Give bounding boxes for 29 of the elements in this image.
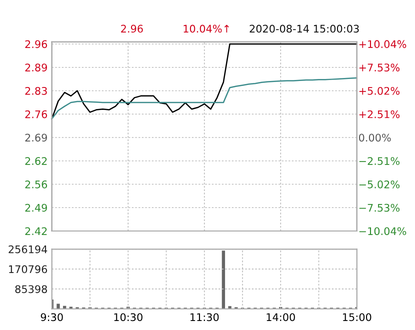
y-tick-label: 2.49 xyxy=(25,204,47,212)
y-tick-label: 85398 xyxy=(15,285,47,294)
y-tick-label: 2.62 xyxy=(25,157,47,165)
y-tick-label: 2.89 xyxy=(25,64,47,72)
y2-tick-label: −2.51% xyxy=(359,157,400,165)
y-tick-label: 2.42 xyxy=(25,227,47,235)
x-tick-label: 10:30 xyxy=(114,313,142,322)
y-tick-label: 2.83 xyxy=(25,86,47,95)
y2-tick-label: +10.04% xyxy=(359,40,406,48)
text: 2020-08-14 15:00:03 xyxy=(250,24,359,33)
y2-tick-label: −5.02% xyxy=(359,180,400,188)
x-tick-label: 11:30 xyxy=(190,313,219,322)
x-tick-label: 14:00 xyxy=(266,313,295,322)
y-tick-label: 2.69 xyxy=(25,134,47,142)
y2-tick-label: 0.00% xyxy=(358,134,391,142)
y2-tick-label: −7.53% xyxy=(359,204,400,212)
y2-tick-label: −10.04% xyxy=(359,227,406,236)
y-tick-label: 256194 xyxy=(8,245,48,254)
y2-tick-label: +5.02% xyxy=(359,86,400,95)
text: 2.96 xyxy=(121,24,143,33)
y-tick-label: 170796 xyxy=(9,265,48,274)
text: 10.04%↑ xyxy=(184,24,229,33)
y-tick-label: 2.96 xyxy=(25,40,48,48)
y2-tick-label: +2.51% xyxy=(359,110,400,118)
y-tick-label: 2.76 xyxy=(25,110,48,118)
y2-tick-label: +7.53% xyxy=(359,64,400,72)
x-tick-label: 9:30 xyxy=(40,313,63,322)
y-tick-label: 2.56 xyxy=(25,180,48,188)
x-tick-label: 15:00 xyxy=(343,313,372,322)
